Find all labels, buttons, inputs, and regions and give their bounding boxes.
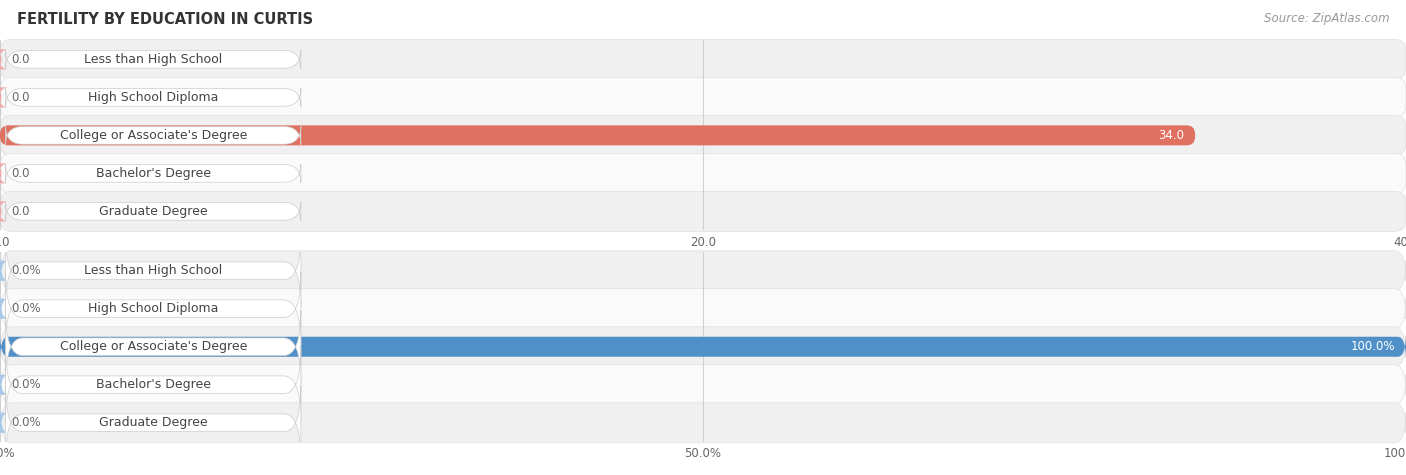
FancyBboxPatch shape [0,365,1406,405]
Text: High School Diploma: High School Diploma [89,91,218,104]
FancyBboxPatch shape [6,126,301,145]
FancyBboxPatch shape [0,115,1406,155]
Text: Source: ZipAtlas.com: Source: ZipAtlas.com [1264,12,1389,25]
Text: Graduate Degree: Graduate Degree [98,416,208,429]
FancyBboxPatch shape [0,163,8,183]
Text: 0.0: 0.0 [11,53,30,66]
FancyBboxPatch shape [0,334,1406,360]
FancyBboxPatch shape [0,296,8,322]
Text: High School Diploma: High School Diploma [89,302,218,315]
Text: 0.0: 0.0 [11,91,30,104]
FancyBboxPatch shape [6,348,301,421]
Text: 0.0%: 0.0% [11,378,41,391]
FancyBboxPatch shape [0,410,8,436]
FancyBboxPatch shape [0,153,1406,193]
Text: 0.0: 0.0 [11,205,30,218]
Text: 0.0: 0.0 [11,167,30,180]
FancyBboxPatch shape [0,258,8,284]
FancyBboxPatch shape [0,327,1406,367]
FancyBboxPatch shape [0,125,1195,145]
Text: 0.0%: 0.0% [11,302,41,315]
FancyBboxPatch shape [6,202,301,221]
FancyBboxPatch shape [6,234,301,307]
Text: Bachelor's Degree: Bachelor's Degree [96,378,211,391]
FancyBboxPatch shape [0,191,1406,231]
FancyBboxPatch shape [0,251,1406,291]
Text: 0.0%: 0.0% [11,264,41,277]
FancyBboxPatch shape [0,403,1406,443]
FancyBboxPatch shape [6,310,301,383]
Text: 100.0%: 100.0% [1350,340,1395,353]
FancyBboxPatch shape [0,87,8,107]
Text: Bachelor's Degree: Bachelor's Degree [96,167,211,180]
FancyBboxPatch shape [6,50,301,69]
FancyBboxPatch shape [6,88,301,107]
FancyBboxPatch shape [0,289,1406,329]
Text: 34.0: 34.0 [1159,129,1184,142]
Text: Less than High School: Less than High School [84,264,222,277]
FancyBboxPatch shape [6,164,301,183]
FancyBboxPatch shape [6,272,301,345]
FancyBboxPatch shape [0,49,8,69]
FancyBboxPatch shape [6,386,301,459]
FancyBboxPatch shape [0,201,8,221]
FancyBboxPatch shape [0,372,8,398]
Text: Graduate Degree: Graduate Degree [98,205,208,218]
Text: Less than High School: Less than High School [84,53,222,66]
FancyBboxPatch shape [0,39,1406,79]
FancyBboxPatch shape [0,77,1406,117]
Text: College or Associate's Degree: College or Associate's Degree [59,340,247,353]
Text: College or Associate's Degree: College or Associate's Degree [59,129,247,142]
Text: FERTILITY BY EDUCATION IN CURTIS: FERTILITY BY EDUCATION IN CURTIS [17,12,314,27]
Text: 0.0%: 0.0% [11,416,41,429]
